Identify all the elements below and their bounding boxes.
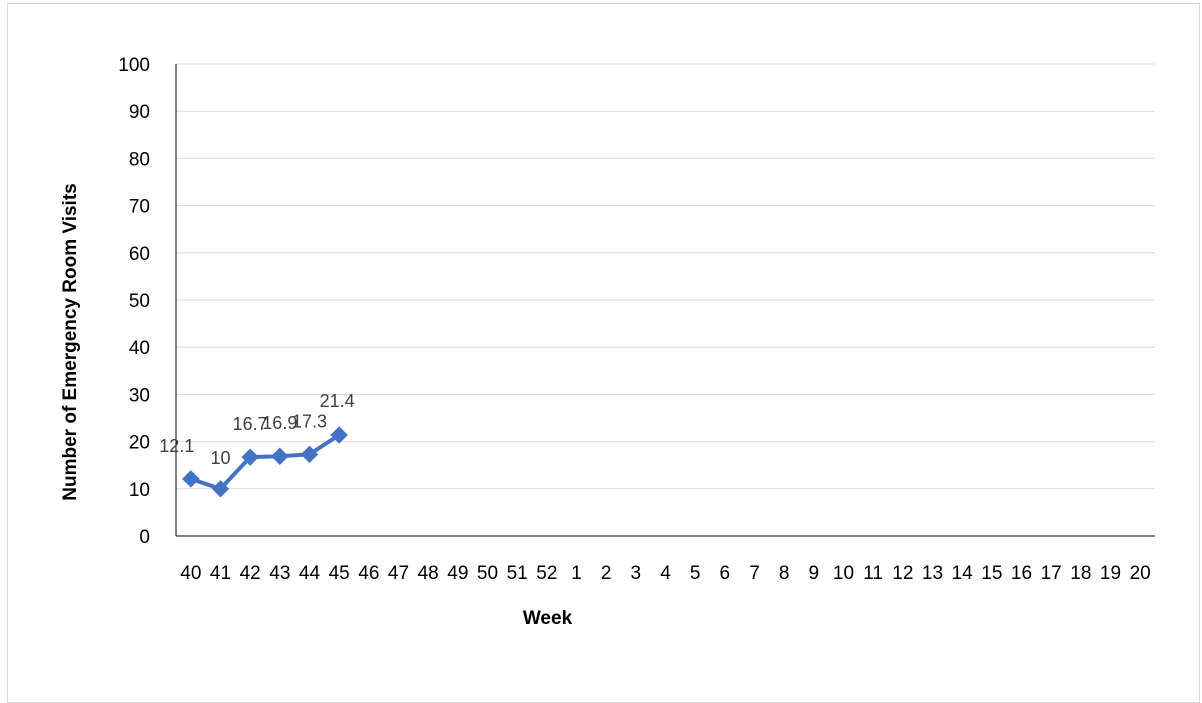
series-group: [182, 426, 348, 498]
x-tick-label: 42: [240, 563, 261, 584]
data-label: 10: [210, 448, 230, 468]
data-point-marker: [241, 448, 259, 466]
x-tick-label: 51: [507, 563, 528, 584]
x-tick-label: 16: [1011, 563, 1032, 584]
data-point-marker: [300, 445, 319, 464]
data-point-marker: [330, 426, 348, 444]
y-tick-label: 10: [129, 480, 150, 501]
x-tick-label: 13: [922, 563, 943, 584]
x-tick-label: 7: [749, 563, 760, 584]
x-tick-label: 8: [779, 563, 790, 584]
data-label: 16.9: [262, 413, 297, 433]
data-point-marker: [211, 480, 230, 498]
y-tick-label: 20: [129, 433, 150, 454]
x-tick-label: 52: [536, 563, 557, 584]
y-tick-label: 80: [129, 149, 150, 170]
x-tick-label: 14: [952, 563, 974, 584]
x-tick-label: 41: [210, 563, 231, 584]
x-tick-label: 11: [863, 563, 883, 584]
x-tick-label: 48: [418, 563, 439, 584]
y-tick-label: 30: [129, 385, 150, 406]
x-tick-label: 2: [601, 563, 612, 584]
x-tick-label: 12: [892, 563, 913, 584]
data-label: 17.3: [292, 411, 327, 431]
x-tick-label: 15: [981, 563, 1002, 584]
data-label: 21.4: [320, 391, 355, 411]
x-tick-label: 18: [1070, 563, 1091, 584]
data-point-marker: [271, 447, 289, 465]
x-tick-labels: 40 41 42 43 44 45 46 47 48 49 50 51 52 1 2 3 4 5 6 7 8 9 10 11 1…: [180, 563, 1150, 584]
data-label: 16.7: [233, 414, 268, 434]
y-tick-label: 90: [129, 102, 150, 123]
y-tick-labels: 0 10 20 30 40 50 60 70 80 90 100: [118, 55, 150, 548]
y-tick-label: 40: [129, 338, 150, 359]
x-axis-title: Week: [523, 608, 573, 629]
x-tick-label: 9: [809, 563, 820, 584]
x-tick-label: 1: [571, 563, 582, 584]
y-tick-label: 50: [129, 291, 150, 312]
y-tick-label: 70: [129, 197, 150, 218]
y-axis-title: Number of Emergency Room Visits: [60, 183, 81, 500]
x-tick-label: 4: [660, 563, 671, 584]
x-tick-label: 49: [447, 563, 468, 584]
y-tick-label: 60: [129, 244, 150, 265]
x-tick-label: 46: [358, 563, 379, 584]
y-tick-label: 0: [139, 527, 150, 548]
x-tick-label: 50: [477, 563, 498, 584]
x-tick-label: 47: [388, 563, 409, 584]
x-tick-label: 40: [180, 563, 201, 584]
y-tick-label: 100: [118, 55, 150, 76]
x-tick-label: 45: [329, 563, 350, 584]
data-point-marker: [182, 470, 200, 488]
x-tick-label: 19: [1100, 563, 1121, 584]
x-tick-label: 43: [269, 563, 290, 584]
x-tick-label: 5: [690, 563, 701, 584]
x-tick-label: 17: [1041, 563, 1062, 584]
x-tick-label: 20: [1130, 563, 1151, 584]
x-tick-label: 44: [299, 563, 321, 584]
x-tick-label: 10: [833, 563, 854, 584]
data-label: 12.1: [159, 436, 194, 456]
chart-frame: [7, 3, 1200, 703]
axes: [175, 64, 1155, 537]
x-tick-label: 6: [720, 563, 731, 584]
x-tick-label: 3: [631, 563, 642, 584]
